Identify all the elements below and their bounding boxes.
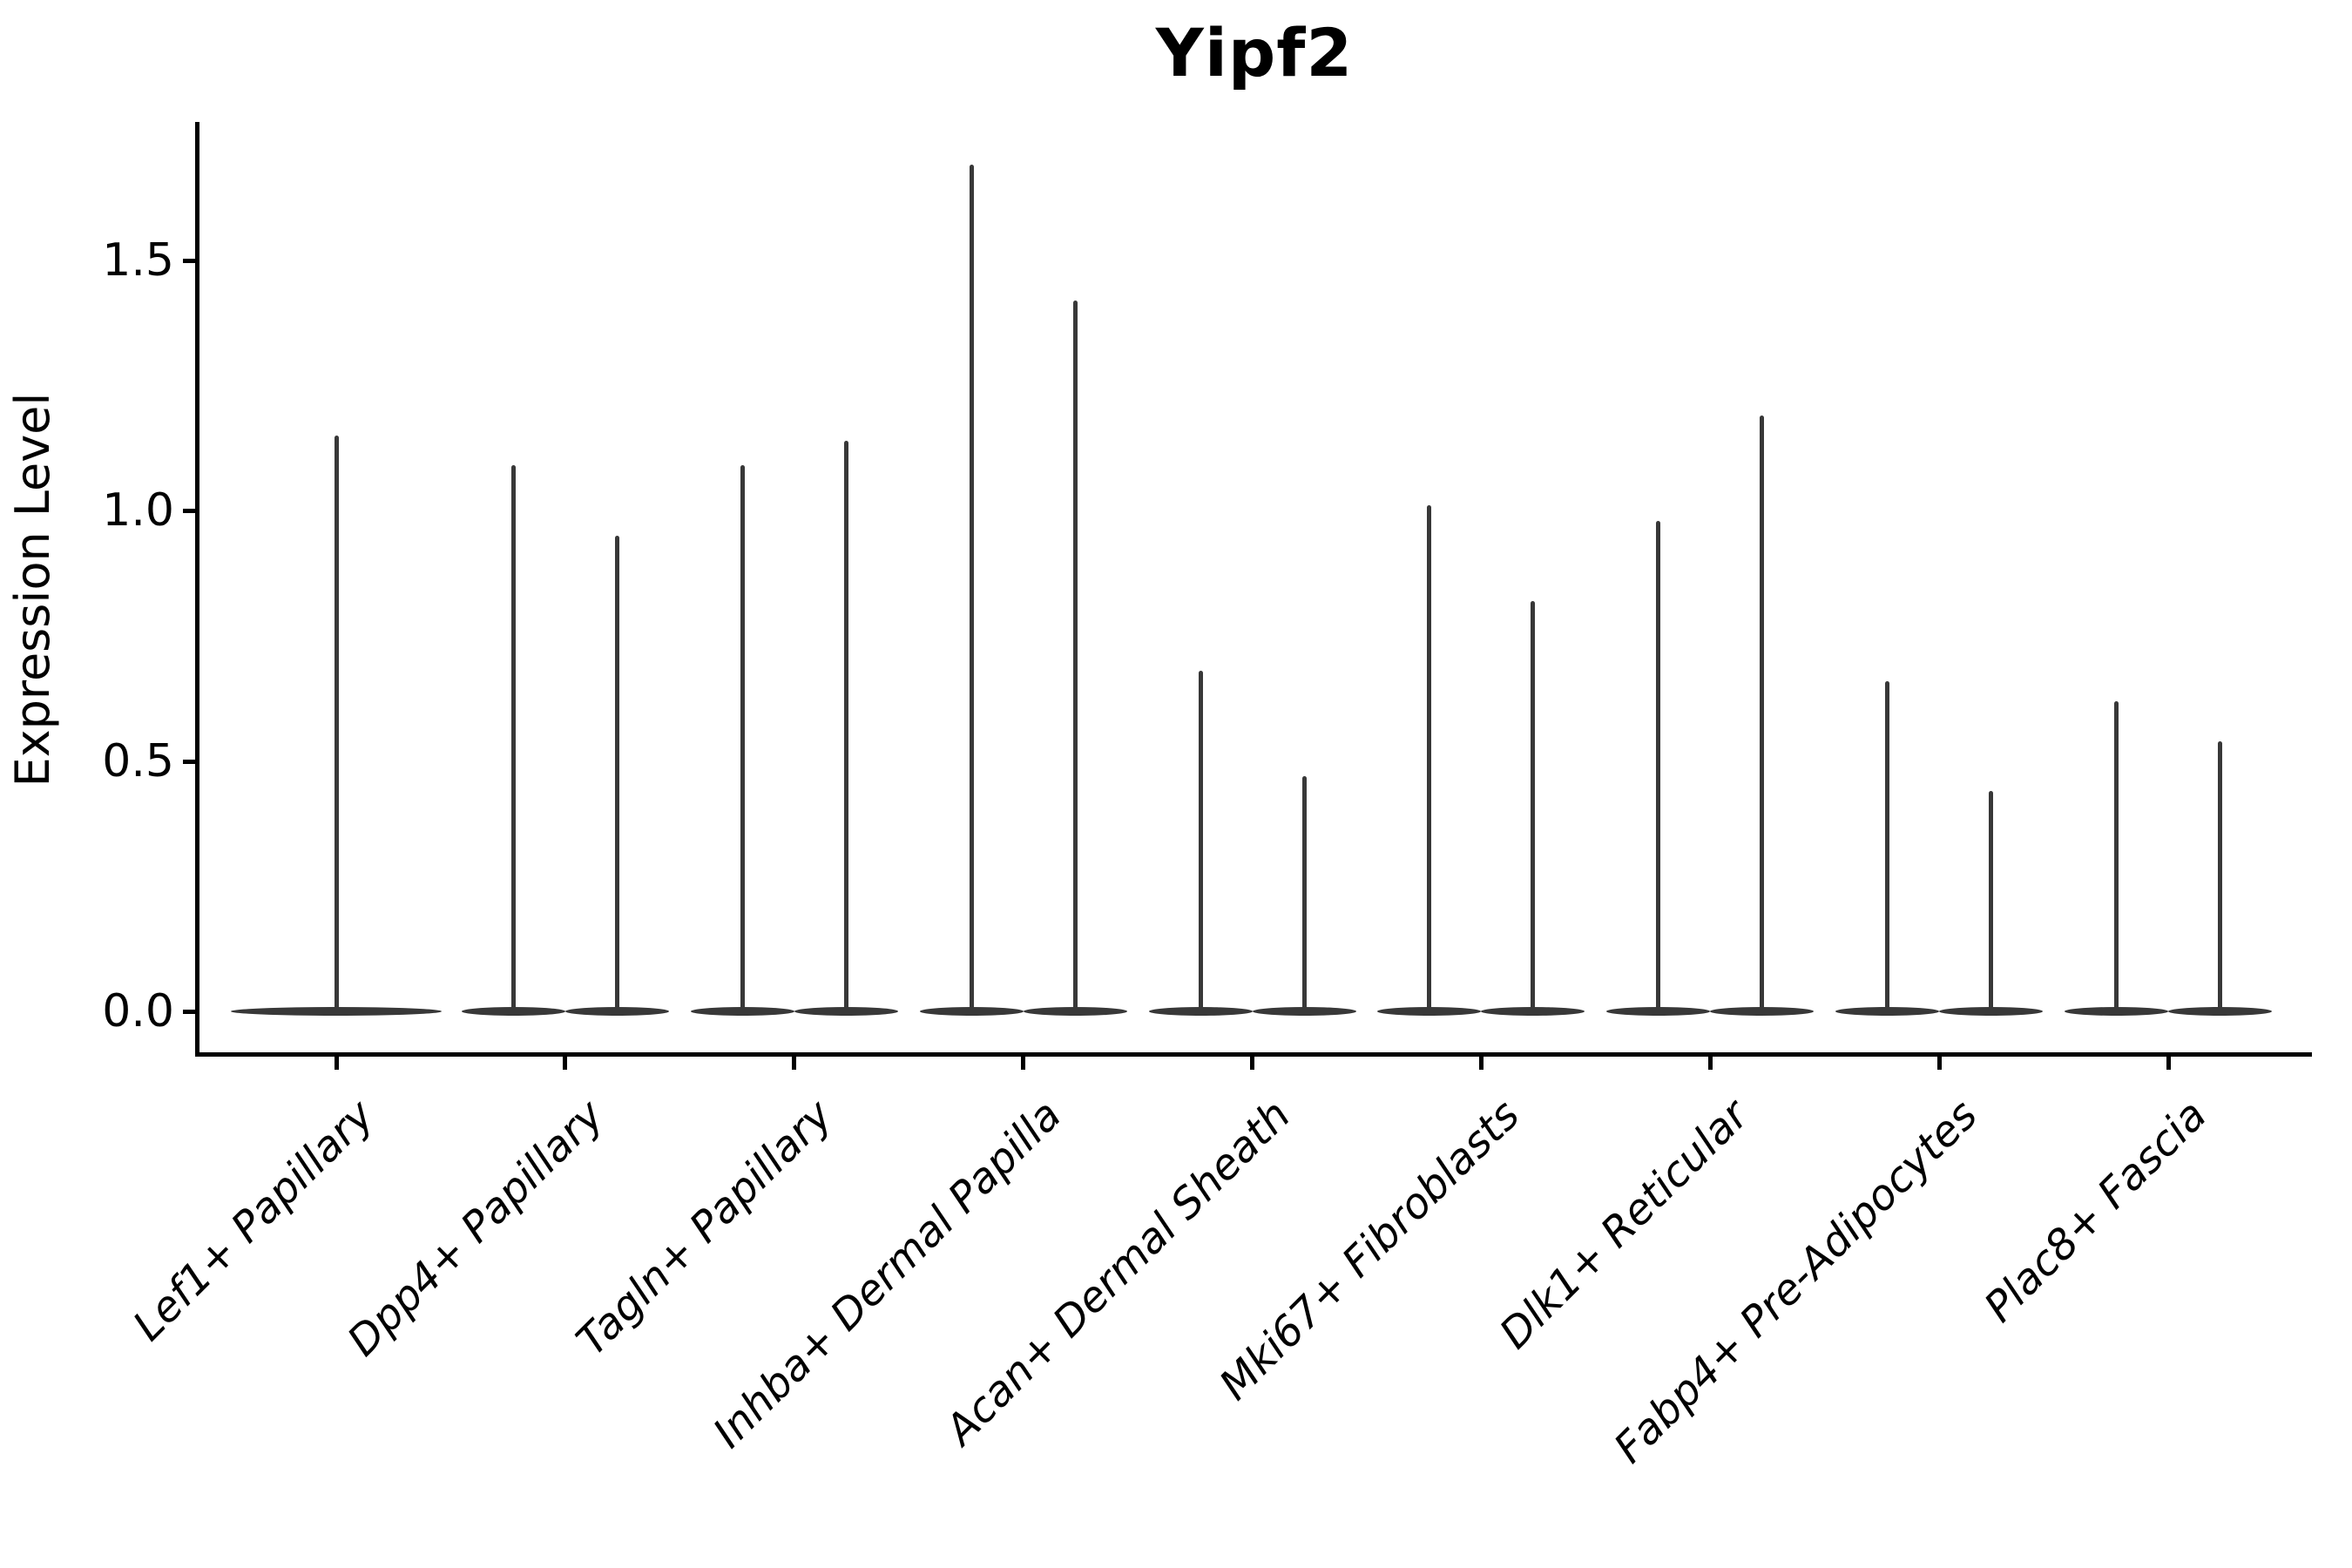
violin-spike bbox=[510, 465, 516, 1011]
y-tick-label: 0.0 bbox=[102, 985, 174, 1037]
violin-spike bbox=[2218, 740, 2222, 1011]
violin-spike bbox=[969, 165, 974, 1011]
y-tick bbox=[183, 759, 196, 764]
violin-spike bbox=[1072, 300, 1078, 1011]
y-axis-label: Expression Level bbox=[5, 392, 60, 787]
violin-spike bbox=[2114, 700, 2119, 1011]
y-tick bbox=[183, 258, 196, 263]
violin-base bbox=[1710, 1007, 1815, 1016]
violin-base bbox=[794, 1007, 898, 1016]
violin-spike bbox=[1531, 600, 1536, 1011]
x-tick-label: Lef1+ Papillary bbox=[124, 1091, 384, 1351]
violin-spike bbox=[740, 465, 745, 1011]
x-tick bbox=[1250, 1057, 1254, 1070]
violin-spike bbox=[1989, 791, 1994, 1011]
violin-base bbox=[1606, 1007, 1711, 1016]
x-tick bbox=[2166, 1057, 2171, 1070]
y-tick bbox=[183, 1010, 196, 1014]
x-tick bbox=[1478, 1057, 1484, 1070]
x-tick bbox=[563, 1057, 568, 1070]
x-tick bbox=[1021, 1057, 1026, 1070]
violin-spike bbox=[334, 435, 339, 1011]
x-tick bbox=[792, 1057, 797, 1070]
x-tick bbox=[1707, 1057, 1713, 1070]
x-tick bbox=[1936, 1057, 1942, 1070]
x-tick-label: Tagln+ Papillary bbox=[567, 1091, 842, 1366]
violin-base bbox=[1481, 1007, 1585, 1016]
violin-base bbox=[1377, 1007, 1482, 1016]
violin-base bbox=[1148, 1007, 1253, 1016]
violin-base bbox=[564, 1007, 669, 1016]
violin-base bbox=[231, 1007, 442, 1016]
violin-base bbox=[1835, 1007, 1940, 1016]
violin-spike bbox=[1198, 671, 1203, 1011]
y-axis-spine bbox=[195, 122, 199, 1057]
y-tick-label: 0.5 bbox=[102, 734, 174, 787]
y-tick-label: 1.5 bbox=[102, 233, 174, 287]
x-axis-spine bbox=[195, 1052, 2312, 1057]
violin-base bbox=[2168, 1007, 2272, 1016]
violin-spike bbox=[1427, 505, 1432, 1011]
x-tick-label: Plac8+ Fascia bbox=[1974, 1091, 2216, 1332]
x-tick-label: Fabp4+ Pre-Adipocytes bbox=[1605, 1091, 1987, 1473]
violin-spike bbox=[1885, 680, 1890, 1011]
x-tick-label: Dlk1+ Reticular bbox=[1490, 1091, 1758, 1359]
y-tick-label: 1.0 bbox=[102, 484, 174, 537]
violin-spike bbox=[843, 440, 848, 1011]
x-tick-label: Dpp4+ Papillary bbox=[337, 1091, 613, 1366]
y-tick bbox=[183, 509, 196, 513]
violin-base bbox=[919, 1007, 1024, 1016]
violin-base bbox=[1252, 1007, 1356, 1016]
violin-base bbox=[2065, 1007, 2168, 1016]
violin-spike bbox=[1656, 520, 1661, 1011]
violin-spike bbox=[1760, 415, 1765, 1011]
chart-title: Yipf2 bbox=[1155, 14, 1354, 91]
violin-spike bbox=[614, 535, 619, 1011]
violin-spike bbox=[1301, 775, 1307, 1011]
violin-base bbox=[461, 1007, 565, 1016]
violin-base bbox=[1023, 1007, 1127, 1016]
violin-base bbox=[690, 1007, 794, 1016]
x-tick bbox=[334, 1057, 339, 1070]
violin-base bbox=[1939, 1007, 2044, 1016]
